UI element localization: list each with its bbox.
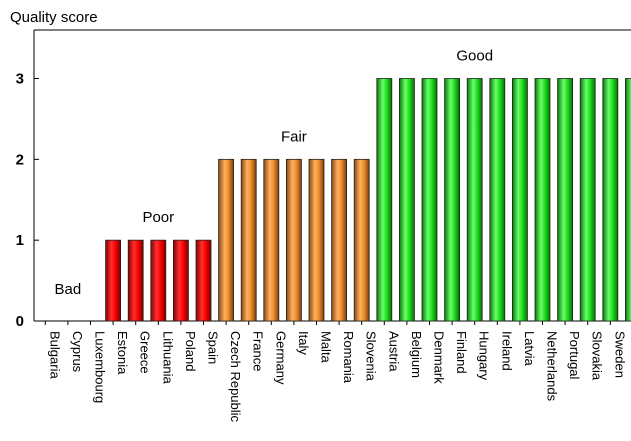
- x-tick-label: Slovenia: [364, 331, 379, 382]
- x-tick-label: Portugal: [567, 331, 582, 380]
- bar-austria: [376, 78, 393, 322]
- x-tick-label: Lithuania: [160, 331, 175, 385]
- bar-italy: [285, 158, 302, 322]
- x-tick-label: Finland: [454, 331, 469, 374]
- x-tick-label: Luxembourg: [93, 331, 108, 403]
- x-tick-label: Germany: [273, 331, 288, 385]
- x-tick-label: Czech Republic: [228, 331, 243, 423]
- group-label-good: Good: [456, 48, 493, 65]
- x-tick-label: Hungary: [477, 331, 492, 381]
- bar-sweden: [602, 78, 619, 322]
- bar-spain: [195, 239, 212, 322]
- x-tick-label: Cyprus: [70, 331, 85, 373]
- bar-slovakia: [579, 78, 596, 322]
- x-tick-label: Sweden: [612, 331, 627, 378]
- bar-belgium: [398, 78, 415, 322]
- bar-slovenia: [353, 158, 370, 322]
- x-tick-label: Italy: [296, 331, 311, 355]
- bar-estonia: [105, 239, 121, 322]
- bar-greece: [127, 239, 144, 322]
- bar-ireland: [489, 78, 506, 322]
- bar-malta: [308, 158, 325, 322]
- bar-portugal: [557, 78, 573, 322]
- bar-latvia: [512, 78, 528, 322]
- x-tick-label: Netherlands: [545, 331, 560, 402]
- x-tick-label: Austria: [386, 331, 401, 372]
- bar-finland: [444, 78, 461, 322]
- bar-poland: [172, 239, 189, 322]
- bar-germany: [263, 158, 280, 322]
- x-tick-label: France: [251, 331, 266, 371]
- x-tick-label: Denmark: [432, 331, 447, 384]
- group-label-poor: Poor: [142, 209, 174, 226]
- bar-czech-republic: [218, 158, 235, 322]
- bar-france: [240, 158, 257, 322]
- x-tick-label: Bulgaria: [47, 331, 62, 379]
- x-tick-label: Greece: [138, 331, 153, 374]
- bar-uk: [625, 78, 631, 322]
- x-tick-label: Estonia: [115, 331, 130, 375]
- group-label-fair: Fair: [281, 128, 307, 145]
- bar-denmark: [421, 78, 438, 322]
- x-tick-label: Spain: [206, 331, 221, 364]
- bar-romania: [331, 158, 348, 322]
- y-axis-label: Quality score: [10, 9, 98, 26]
- bar-netherlands: [534, 78, 551, 322]
- y-tick-label: 3: [16, 71, 24, 88]
- x-tick-label: Slovakia: [590, 331, 605, 381]
- x-tick-label: Poland: [183, 331, 198, 371]
- y-tick-label: 2: [16, 151, 24, 168]
- bar-hungary: [466, 78, 483, 322]
- x-tick-label: Latvia: [522, 331, 537, 366]
- group-label-bad: Bad: [55, 281, 82, 298]
- x-tick-label: Malta: [319, 331, 334, 364]
- x-tick-label: Ireland: [499, 331, 514, 371]
- y-tick-label: 1: [16, 232, 24, 249]
- y-tick-label: 0: [16, 313, 24, 330]
- x-tick-label: Romania: [341, 331, 356, 384]
- x-tick-label: Belgium: [409, 331, 424, 378]
- bar-lithuania: [150, 239, 167, 322]
